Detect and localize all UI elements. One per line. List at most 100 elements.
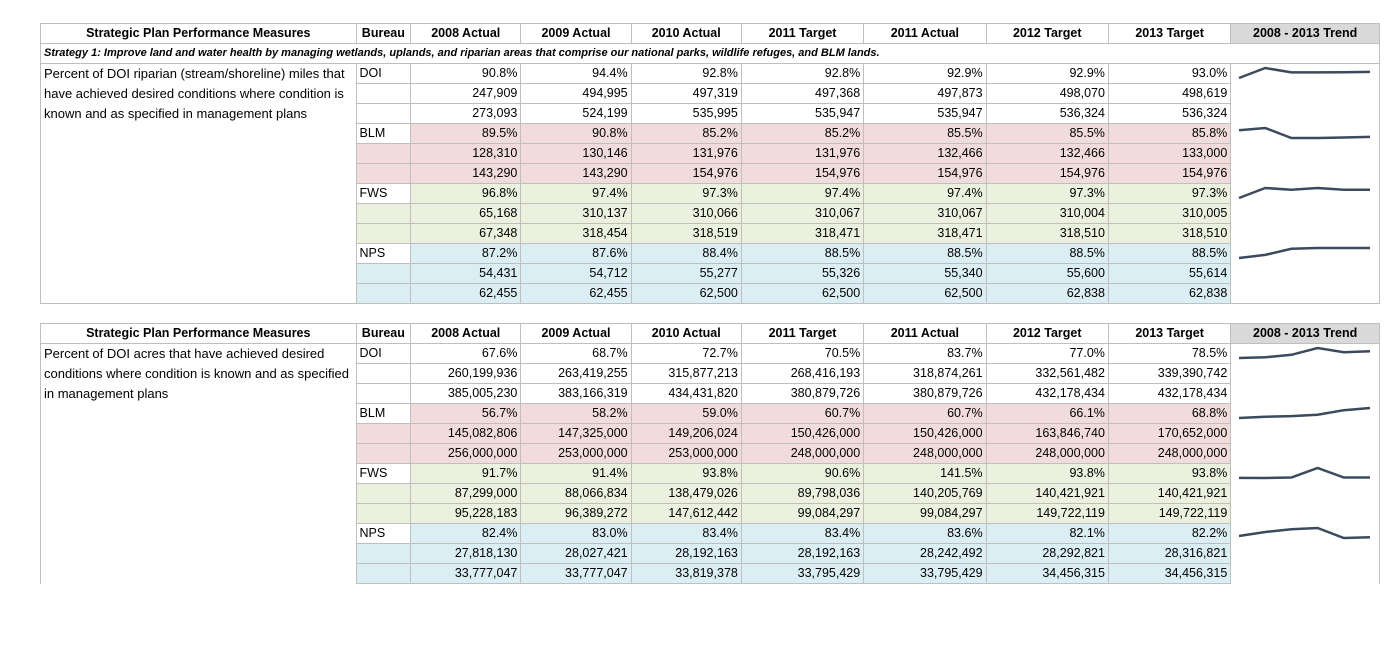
value-cell: 92.9%	[863, 63, 987, 84]
value-cell: 58.2%	[520, 403, 632, 424]
value-cell: 497,319	[630, 83, 742, 104]
header-bureau: Bureau	[355, 323, 412, 344]
value-cell: 97.3%	[985, 183, 1109, 204]
value-cell: 55,600	[985, 263, 1109, 284]
bureau-cell	[355, 83, 412, 104]
value-cell: 154,976	[630, 163, 742, 184]
header-col: 2013 Target	[1107, 323, 1232, 344]
header-col: 2008 Actual	[410, 23, 522, 44]
value-cell: 62,500	[740, 283, 865, 304]
value-cell: 310,005	[1107, 203, 1232, 224]
value-cell: 498,070	[985, 83, 1109, 104]
table-header-row: Strategic Plan Performance Measures Burea…	[40, 23, 1380, 44]
value-cell: 536,324	[985, 103, 1109, 124]
trend-sparkline	[1239, 526, 1371, 539]
value-cell: 68.8%	[1107, 403, 1232, 424]
value-cell: 66.1%	[985, 403, 1109, 424]
header-col: 2012 Target	[985, 323, 1109, 344]
spacer-cell	[40, 303, 1380, 324]
value-cell: 147,612,442	[630, 503, 742, 524]
value-cell: 248,000,000	[863, 443, 987, 464]
value-cell: 498,619	[1107, 83, 1232, 104]
value-cell: 143,290	[520, 163, 632, 184]
value-cell: 497,368	[740, 83, 865, 104]
value-cell: 535,947	[740, 103, 865, 124]
value-cell: 82.1%	[985, 523, 1109, 544]
table-row: BLM 56.7% 58.2% 59.0% 60.7% 60.7% 66.1% 68.8%	[41, 403, 1380, 464]
table-header-row: Strategic Plan Performance Measures Burea…	[40, 323, 1380, 344]
value-cell: 83.4%	[740, 523, 865, 544]
value-cell: 89.5%	[410, 123, 522, 144]
value-cell: 154,976	[1107, 163, 1232, 184]
trend-sparkline	[1238, 66, 1371, 80]
trend-line	[1239, 246, 1371, 259]
bureau-cell: DOI	[355, 63, 412, 84]
value-cell: 60.7%	[740, 403, 865, 424]
value-cell: 147,325,000	[520, 423, 632, 444]
header-trend: 2008 - 2013 Trend	[1230, 323, 1380, 344]
value-cell: 149,722,119	[985, 503, 1109, 524]
value-cell: 149,206,024	[630, 423, 742, 444]
value-cell: 70.5%	[740, 343, 865, 364]
value-cell: 88.5%	[740, 243, 865, 264]
value-cell: 87,299,000	[410, 483, 522, 504]
value-cell: 132,466	[985, 143, 1109, 164]
value-cell: 28,242,492	[863, 543, 987, 564]
value-cell: 248,000,000	[740, 443, 865, 464]
table-row: 67,348 318,454 318,519 318,471 318,471 318,51…	[41, 223, 1380, 244]
value-cell: 154,976	[985, 163, 1109, 184]
value-cell: 260,199,936	[410, 363, 522, 384]
value-cell: 273,093	[410, 103, 522, 124]
measure-description: Percent of DOI riparian (stream/shorelin…	[40, 63, 357, 304]
value-cell: 253,000,000	[520, 443, 632, 464]
trend-line	[1239, 526, 1371, 539]
table-row: 273,093 524,199 535,995 535,947 535,947 536,3…	[41, 103, 1380, 124]
value-cell: 432,178,434	[1107, 383, 1232, 404]
value-cell: 332,561,482	[985, 363, 1109, 384]
table-row: FWS 96.8% 97.4% 97.3% 97.4% 97.4% 97.3% 97.3%	[41, 183, 1380, 244]
value-cell: 154,976	[863, 163, 987, 184]
trend-cell	[1230, 523, 1380, 584]
value-cell: 34,456,315	[985, 563, 1109, 584]
value-cell: 145,082,806	[410, 423, 522, 444]
value-cell: 85.2%	[740, 123, 865, 144]
value-cell: 93.8%	[630, 463, 742, 484]
value-cell: 27,818,130	[410, 543, 522, 564]
bureau-cell	[355, 283, 412, 304]
value-cell: 140,205,769	[863, 483, 987, 504]
bureau-cell	[355, 203, 412, 224]
value-cell: 62,838	[1107, 283, 1232, 304]
value-cell: 170,652,000	[1107, 423, 1232, 444]
table-row: 65,168 310,137 310,066 310,067 310,067 310,00…	[41, 203, 1380, 224]
value-cell: 28,192,163	[740, 543, 865, 564]
bureau-cell	[355, 563, 412, 584]
value-cell: 132,466	[863, 143, 987, 164]
value-cell: 56.7%	[410, 403, 522, 424]
bureau-cell	[355, 163, 412, 184]
table-row: NPS 82.4% 83.0% 83.4% 83.4% 83.6% 82.1% 82.2%	[41, 523, 1380, 584]
value-cell: 88.4%	[630, 243, 742, 264]
value-cell: 535,947	[863, 103, 987, 124]
header-col: 2010 Actual	[630, 23, 742, 44]
value-cell: 87.2%	[410, 243, 522, 264]
value-cell: 55,326	[740, 263, 865, 284]
value-cell: 149,722,119	[1107, 503, 1232, 524]
table-row: FWS 91.7% 91.4% 93.8% 90.6% 141.5% 93.8% 93.8%	[41, 463, 1380, 524]
value-cell: 536,324	[1107, 103, 1232, 124]
value-cell: 131,976	[630, 143, 742, 164]
value-cell: 434,431,820	[630, 383, 742, 404]
trend-sparkline	[1239, 406, 1371, 419]
value-cell: 131,976	[740, 143, 865, 164]
value-cell: 248,000,000	[985, 443, 1109, 464]
value-cell: 150,426,000	[863, 423, 987, 444]
header-col: 2011 Actual	[863, 323, 987, 344]
header-col: 2012 Target	[985, 23, 1109, 44]
value-cell: 62,455	[520, 283, 632, 304]
value-cell: 310,067	[863, 203, 987, 224]
value-cell: 28,192,163	[630, 543, 742, 564]
value-cell: 28,027,421	[520, 543, 632, 564]
value-cell: 140,421,921	[985, 483, 1109, 504]
header-col: 2009 Actual	[520, 323, 632, 344]
value-cell: 263,419,255	[520, 363, 632, 384]
value-cell: 92.8%	[740, 63, 865, 84]
